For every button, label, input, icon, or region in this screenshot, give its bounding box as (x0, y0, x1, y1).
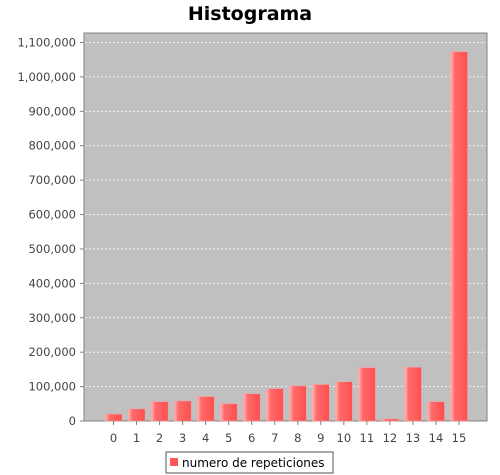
x-tick-label: 13 (406, 431, 421, 445)
bar-4 (196, 396, 215, 422)
x-tick-label: 10 (337, 431, 352, 445)
y-tick-label: 1,100,000 (17, 36, 76, 50)
y-tick-label: 400,000 (28, 276, 76, 290)
x-tick-label: 14 (429, 431, 444, 445)
bar-11 (358, 367, 376, 422)
bar-2 (150, 401, 169, 422)
bar-13 (404, 367, 422, 422)
legend-box (165, 451, 334, 474)
y-tick-label: 300,000 (28, 311, 76, 325)
y-tick-label: 800,000 (28, 139, 76, 153)
x-tick-label: 11 (360, 431, 375, 445)
y-tick-label: 200,000 (28, 345, 76, 359)
bar-5 (219, 403, 238, 422)
y-tick-label: 700,000 (28, 173, 76, 187)
x-tick-label: 3 (179, 431, 186, 445)
bar-9 (312, 384, 330, 422)
bar-12 (381, 418, 399, 422)
gridlines (85, 42, 486, 387)
bars (104, 51, 468, 422)
x-tick-label: 4 (202, 431, 209, 445)
chart-title: Histograma (188, 3, 312, 25)
bar-0 (104, 413, 123, 422)
x-tick-label: 7 (271, 431, 278, 445)
y-tick-label: 600,000 (28, 208, 76, 222)
legend-swatch (170, 458, 178, 466)
bar-14 (427, 401, 445, 422)
x-tick-label: 2 (156, 431, 163, 445)
y-tick-label: 500,000 (28, 242, 76, 256)
x-tick-label: 9 (317, 431, 324, 445)
bar-10 (335, 381, 353, 422)
legend: numero de repeticiones (165, 451, 334, 474)
x-tick-label: 15 (452, 431, 467, 445)
plot-area (83, 32, 488, 422)
x-tick-label: 1 (133, 431, 140, 445)
x-tick-label: 8 (294, 431, 301, 445)
x-tick-label: 12 (383, 431, 398, 445)
x-axis: 0 1 2 3 4 5 6 7 8 9 10 11 12 13 14 15 (110, 421, 466, 445)
y-tick-label: 0 (69, 414, 76, 428)
y-tick-label: 900,000 (28, 104, 76, 118)
bar-3 (173, 400, 192, 422)
x-tick-label: 6 (248, 431, 255, 445)
x-tick-label: 0 (110, 431, 117, 445)
bar-6 (242, 393, 261, 422)
x-tick-label: 5 (225, 431, 232, 445)
y-axis: 0 100,000 200,000 300,000 400,000 500,000 600,… (17, 36, 84, 428)
bar-1 (127, 408, 146, 422)
bar-15 (450, 51, 468, 422)
legend-label: numero de repeticiones (182, 456, 325, 470)
bar-7 (265, 388, 284, 422)
bar-8 (289, 385, 307, 422)
y-tick-label: 1,000,000 (17, 70, 76, 84)
y-tick-label: 100,000 (28, 380, 76, 394)
